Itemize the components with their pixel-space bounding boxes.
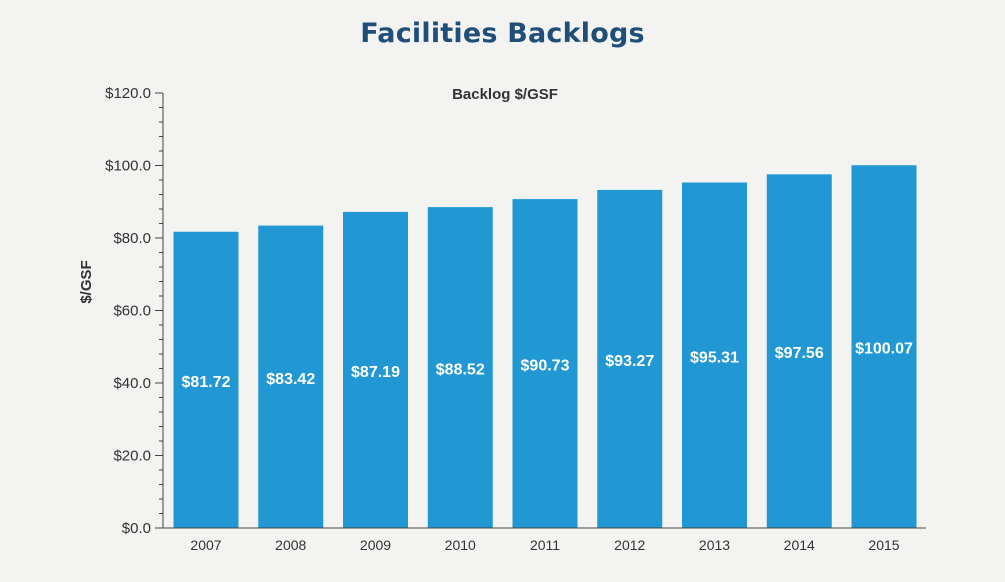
bar-data-label: $81.72 bbox=[182, 374, 231, 391]
bar-2007 bbox=[173, 231, 239, 528]
bar-2014 bbox=[766, 174, 832, 528]
x-tick-label: 2007 bbox=[190, 537, 221, 553]
y-tick-label: $40.0 bbox=[113, 375, 151, 392]
bar-data-label: $87.19 bbox=[351, 364, 400, 381]
bar-data-label: $83.42 bbox=[266, 371, 315, 388]
bar-2013 bbox=[682, 182, 747, 528]
x-tick-label: 2008 bbox=[275, 537, 306, 553]
chart-title: Backlog $/GSF bbox=[452, 86, 558, 103]
y-axis: $0.0 $20.0 $40.0 $60.0 $80.0 $100.0 $120.0 bbox=[105, 85, 164, 537]
bar-data-label: $100.07 bbox=[855, 341, 913, 358]
bar-2012 bbox=[597, 189, 663, 529]
y-tick-label: $20.0 bbox=[113, 448, 151, 465]
bar-2010 bbox=[427, 207, 493, 529]
page-title: Facilities Backlogs bbox=[360, 18, 645, 49]
x-axis: 2007 2008 2009 2010 2011 2012 2013 2014 2015 bbox=[163, 527, 926, 553]
bars: $81.72 $83.42 $87.19 $88.52 $90.73 $93.27 $95.… bbox=[173, 165, 917, 529]
x-tick-label: 2011 bbox=[530, 537, 560, 553]
y-tick-label: $120.0 bbox=[105, 85, 151, 102]
bar-2009 bbox=[343, 211, 408, 528]
y-tick-label: $100.0 bbox=[105, 158, 151, 175]
y-tick-label: $0.0 bbox=[122, 520, 151, 537]
bar-data-label: $90.73 bbox=[521, 358, 570, 375]
bar-2008 bbox=[258, 225, 324, 529]
y-tick-label: $60.0 bbox=[113, 303, 151, 320]
bar-2011 bbox=[512, 199, 578, 528]
x-tick-label: 2015 bbox=[868, 537, 899, 553]
bar-data-label: $97.56 bbox=[775, 345, 824, 362]
y-tick-label: $80.0 bbox=[113, 230, 151, 247]
x-tick-label: 2010 bbox=[445, 537, 476, 553]
x-tick-label: 2014 bbox=[784, 537, 815, 553]
bar-data-label: $95.31 bbox=[690, 349, 739, 366]
bar-data-label: $88.52 bbox=[436, 362, 485, 379]
bar-2015 bbox=[851, 165, 917, 528]
y-axis-title: $/GSF bbox=[78, 260, 95, 303]
x-tick-label: 2012 bbox=[614, 537, 645, 553]
x-tick-label: 2013 bbox=[699, 537, 730, 553]
bar-data-label: $93.27 bbox=[605, 353, 654, 370]
x-tick-label: 2009 bbox=[360, 537, 391, 553]
